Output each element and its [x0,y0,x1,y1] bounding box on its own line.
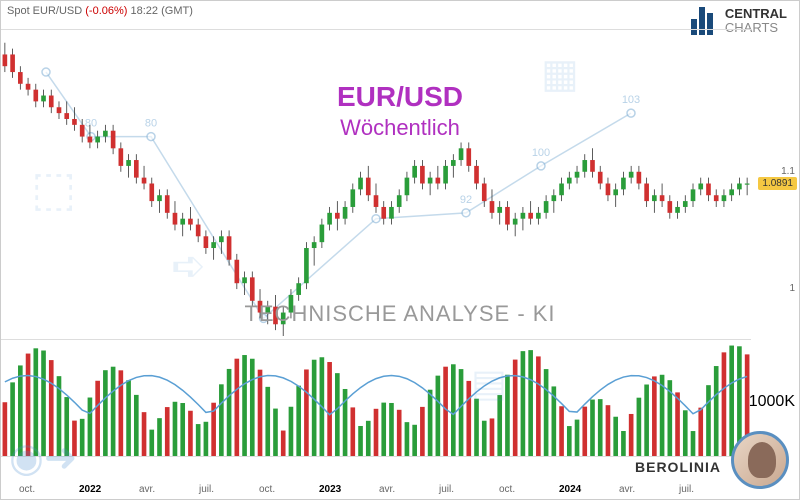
watermark-icon: ▤ [471,361,507,406]
presenter-avatar[interactable] [731,431,789,489]
price-y-axis: 11.11.0891 [749,31,799,336]
price-chart[interactable]: 80 80 92 100 103 [1,31,751,336]
pct-change: (-0.06%) [85,5,127,17]
chart-header: Spot EUR/USD (-0.06%) 18:22 (GMT) [7,5,193,17]
timestamp: 18:22 (GMT) [131,5,193,17]
svg-text:103: 103 [622,94,640,106]
symbol-label: Spot EUR/USD [7,5,82,17]
section-title: TECHNISCHE ANALYSE - KI [1,301,799,327]
volume-chart[interactable] [1,341,751,456]
time-x-axis: oct.2022avr.juil.oct.2023avr.juil.oct.20… [1,481,751,495]
watermark-icon: ⬚ [31,161,76,217]
watermark-icon: ▦ [541,51,579,97]
svg-text:80: 80 [85,118,97,130]
watermark-nav-icon: ◉➜ [9,435,77,481]
svg-text:100: 100 [532,147,550,159]
brand-label: BEROLINIA [635,459,721,475]
svg-text:80: 80 [145,118,157,130]
current-price-tag: 1.0891 [758,177,797,190]
watermark-arrow-icon: ➪ [171,241,206,290]
svg-text:92: 92 [460,194,472,206]
